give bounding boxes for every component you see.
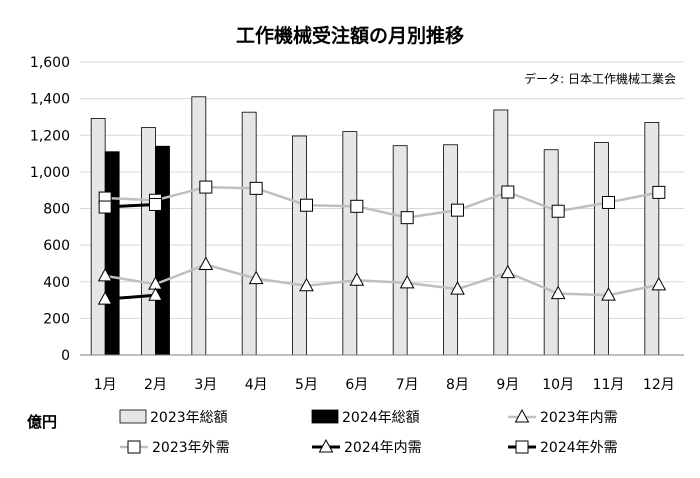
lines-group	[97, 180, 667, 305]
series-point-triangle	[349, 272, 365, 286]
series-point-triangle	[148, 287, 163, 301]
bar-total-2023	[241, 111, 257, 356]
bar-total-2023	[141, 127, 156, 356]
series-point-triangle	[450, 281, 465, 295]
x-tick-label: 6月	[345, 377, 368, 393]
legend-marker-square	[127, 440, 141, 454]
bar-total-2023	[292, 135, 307, 356]
legend-item: 2024年外需	[508, 440, 618, 456]
legend-marker-triangle	[318, 438, 334, 453]
x-tick-label: 4月	[245, 377, 268, 393]
series-point-square	[149, 197, 162, 211]
series-point-triangle	[299, 277, 314, 292]
legend: 億円 2023年総額 2024年総額 2023年内需 2023年外需 2024年内需 20…	[27, 408, 618, 456]
bar-total-2023	[543, 149, 559, 356]
x-tick-label: 8月	[446, 377, 469, 393]
legend-swatch-bar	[311, 409, 339, 424]
y-tick-label: 200	[43, 311, 70, 327]
bar-total-2023	[342, 131, 358, 356]
y-tick-label: 600	[43, 238, 70, 254]
x-tick-label: 3月	[194, 377, 217, 393]
y-tick-label: 1,200	[30, 128, 70, 144]
series-point-square	[400, 211, 414, 225]
x-tick-label: 7月	[396, 377, 419, 393]
x-tick-label: 2月	[144, 377, 167, 393]
series-point-square	[199, 180, 213, 194]
series-point-square	[551, 204, 565, 218]
bar-total-2024	[104, 151, 120, 356]
legend-item: 2023年内需	[508, 408, 618, 426]
legend-label: 2023年総額	[150, 410, 228, 426]
y-tick-label: 1,000	[30, 165, 70, 181]
series-point-triangle	[399, 274, 415, 289]
bar-total-2024	[155, 145, 170, 356]
series-point-triangle	[550, 285, 566, 300]
x-tick-label: 10月	[542, 377, 574, 393]
bar-total-2023	[443, 144, 458, 356]
x-tick-label: 9月	[496, 377, 519, 393]
series-line	[105, 202, 156, 209]
series-point-square	[249, 181, 263, 195]
series-point-square	[451, 203, 464, 217]
series-point-triangle	[97, 291, 113, 305]
bar-total-2023	[594, 142, 609, 356]
legend-item: 2024年内需	[312, 438, 422, 456]
legend-label: 2024年内需	[344, 440, 422, 456]
axes-group: 0 200 400 600 800 1,000 1,200 1,400 1,600 1月 2月 3月 4…	[30, 55, 684, 393]
grid-lines	[80, 61, 684, 356]
legend-swatch-bar	[119, 409, 147, 424]
series-point-triangle	[601, 287, 616, 301]
bar-total-2023	[191, 96, 207, 356]
legend-label: 2024年総額	[342, 410, 420, 426]
x-tick-label: 5月	[295, 377, 318, 393]
series-point-square	[652, 185, 666, 199]
x-tick-label: 12月	[643, 377, 675, 393]
bar-total-2023	[90, 118, 106, 356]
chart-title: 工作機械受注額の月別推移	[236, 24, 464, 47]
x-tick-label: 1月	[94, 377, 117, 393]
legend-label: 2023年外需	[152, 440, 230, 456]
legend-label: 2024年外需	[540, 440, 618, 456]
y-tick-label: 400	[43, 275, 70, 291]
series-point-triangle	[651, 276, 667, 291]
series-line	[104, 263, 660, 297]
bar-total-2023	[644, 122, 660, 356]
x-tick-label: 11月	[593, 377, 625, 393]
legend-marker-triangle	[514, 408, 530, 423]
y-tick-label: 1,400	[30, 92, 70, 108]
series-point-square	[98, 200, 112, 214]
y-tick-label: 1,600	[30, 55, 70, 71]
y-tick-label: 800	[43, 202, 70, 218]
series-point-triangle	[198, 256, 214, 271]
series-line	[105, 185, 660, 219]
series-line	[105, 293, 156, 301]
legend-item: 2023年外需	[120, 440, 230, 456]
series-point-triangle	[500, 264, 516, 279]
legend-item: 2023年総額	[119, 409, 228, 426]
legend-item: 2024年総額	[311, 409, 420, 426]
legend-marker-square	[515, 440, 529, 454]
legend-label: 2023年内需	[540, 410, 618, 426]
y-tick-label: 0	[61, 348, 70, 364]
series-point-square	[602, 195, 615, 209]
source-annotation: データ: 日本工作機械工業会	[524, 71, 676, 86]
unit-label: 億円	[27, 413, 57, 431]
series-point-triangle	[248, 270, 264, 285]
series-point-triangle	[97, 267, 113, 282]
bar-total-2023	[392, 145, 408, 356]
series-point-square	[350, 199, 364, 213]
series-point-square	[501, 185, 515, 199]
series-point-square	[300, 198, 313, 212]
bar-total-2023	[493, 109, 509, 356]
